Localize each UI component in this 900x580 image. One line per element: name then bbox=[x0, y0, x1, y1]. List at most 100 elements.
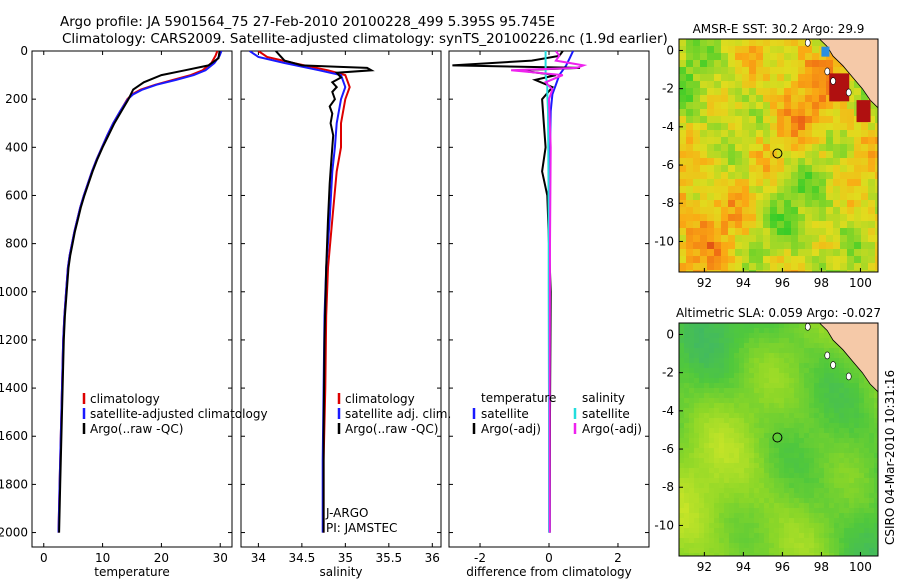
sla_map-cell bbox=[769, 393, 775, 399]
sst_map-cell bbox=[735, 67, 743, 75]
sla_map-cell bbox=[789, 453, 795, 459]
sla_map-cell bbox=[744, 488, 750, 494]
sst_map-cell bbox=[819, 221, 827, 229]
sla_map-cell bbox=[739, 373, 745, 379]
temperature-x-tick-label: 0 bbox=[40, 551, 48, 565]
sla_map-cell bbox=[704, 478, 710, 484]
sla_map-cell bbox=[709, 458, 715, 464]
sla_map-cell bbox=[774, 518, 780, 524]
sla_map-cell bbox=[864, 383, 870, 389]
sla_map-cell bbox=[874, 388, 878, 394]
sst_map-cell bbox=[763, 60, 771, 68]
sla_map-cell bbox=[794, 538, 800, 544]
sla_map-cell bbox=[829, 518, 835, 524]
sst_map-cell bbox=[686, 256, 694, 264]
sla_map-cell bbox=[709, 408, 715, 414]
sla_map-cell bbox=[839, 423, 845, 429]
sla_map-cell bbox=[734, 328, 740, 334]
sst_map-cell bbox=[749, 39, 757, 47]
sst_map-cell bbox=[700, 137, 708, 145]
sst_map-cell bbox=[714, 81, 722, 89]
sla_map-cell bbox=[869, 453, 875, 459]
sla_map-cell bbox=[784, 343, 790, 349]
sst_map-cell bbox=[770, 60, 778, 68]
sst_map-warm-patch bbox=[856, 100, 871, 123]
sla_map-cell bbox=[819, 358, 825, 364]
sst_map-cell bbox=[777, 270, 785, 272]
sla_map-cell bbox=[869, 533, 875, 539]
sst_map-cell bbox=[868, 144, 876, 152]
sst_map-cell bbox=[770, 193, 778, 201]
sla_map-cell bbox=[809, 523, 815, 529]
sst_map-cell bbox=[777, 109, 785, 117]
sla_map-cell bbox=[829, 408, 835, 414]
sla_map-cell bbox=[784, 373, 790, 379]
sla_map-cell bbox=[839, 443, 845, 449]
sla_map-cell bbox=[804, 493, 810, 499]
sla_map-cell bbox=[854, 538, 860, 544]
sst_map-cell bbox=[742, 214, 750, 222]
sst_map-cell bbox=[826, 221, 834, 229]
sst_map-cell bbox=[826, 263, 834, 271]
sla_map-cell bbox=[744, 403, 750, 409]
sst_map-cell bbox=[749, 221, 757, 229]
sst_map-island bbox=[824, 67, 831, 76]
sla_map-cell bbox=[844, 398, 850, 404]
sst_map-cell bbox=[735, 270, 743, 272]
temperature-series-satellite-adjusted-climatology bbox=[57, 51, 223, 533]
sla_map-cell bbox=[824, 428, 830, 434]
sst_map-cell bbox=[749, 95, 757, 103]
sla_map-cell bbox=[689, 388, 695, 394]
sla_map-cell bbox=[794, 368, 800, 374]
sst_map-cell bbox=[721, 116, 729, 124]
sla_map-cell bbox=[789, 473, 795, 479]
sla_map-cell bbox=[754, 338, 760, 344]
sst_map-cell bbox=[693, 67, 701, 75]
sst_map-cell bbox=[819, 263, 827, 271]
sla_map-cell bbox=[689, 523, 695, 529]
temperature-series-group bbox=[57, 51, 223, 533]
sla_map-cell bbox=[874, 473, 878, 479]
sla_map-cell bbox=[759, 458, 765, 464]
sla_map-cell bbox=[704, 513, 710, 519]
sla_map-cell bbox=[804, 533, 810, 539]
sla_map-cell bbox=[739, 538, 745, 544]
sla_map-cell bbox=[734, 473, 740, 479]
sla_map-cell bbox=[759, 408, 765, 414]
sst_map-cell bbox=[756, 116, 764, 124]
sst_map-cell bbox=[679, 221, 687, 229]
sla_map-cell bbox=[789, 478, 795, 484]
sst_map-cell bbox=[854, 158, 862, 166]
temperature-panel: 0 10 20 30020040060080010001200140016001800… bbox=[0, 44, 268, 579]
sst_map-cell bbox=[812, 144, 820, 152]
sst_map-cell bbox=[791, 200, 799, 208]
sst_map-cell bbox=[707, 144, 715, 152]
sla_map-cell bbox=[824, 448, 830, 454]
sst_map-cell bbox=[756, 186, 764, 194]
sla_map-cell bbox=[854, 498, 860, 504]
sla_map-cell bbox=[794, 423, 800, 429]
sla_map-cell bbox=[874, 428, 878, 434]
sla_map-cell bbox=[754, 458, 760, 464]
sla_map-cell bbox=[679, 533, 685, 539]
difference-series-temperature-satellite bbox=[548, 51, 575, 533]
sla_map-cell bbox=[819, 503, 825, 509]
sla_map-cell bbox=[694, 393, 700, 399]
sla_map-cell bbox=[729, 418, 735, 424]
sst_map-cell bbox=[714, 46, 722, 54]
sst_map-cell bbox=[714, 270, 722, 272]
sla_map-cell bbox=[724, 523, 730, 529]
sst_map-cell bbox=[770, 179, 778, 187]
sla_map-cell bbox=[869, 458, 875, 464]
sla_map-cell bbox=[759, 413, 765, 419]
sla_map-cell bbox=[869, 433, 875, 439]
sla_map-cell bbox=[729, 553, 735, 556]
sst_map-cell bbox=[847, 193, 855, 201]
sst_map-cell bbox=[686, 270, 694, 272]
sst_map-cell bbox=[819, 214, 827, 222]
sst_map-cell bbox=[735, 200, 743, 208]
sla_map-cell bbox=[759, 533, 765, 539]
sst_map-cell bbox=[847, 74, 855, 82]
salinity-series-argo-raw-qc- bbox=[275, 51, 375, 533]
sla_map-cell bbox=[774, 443, 780, 449]
